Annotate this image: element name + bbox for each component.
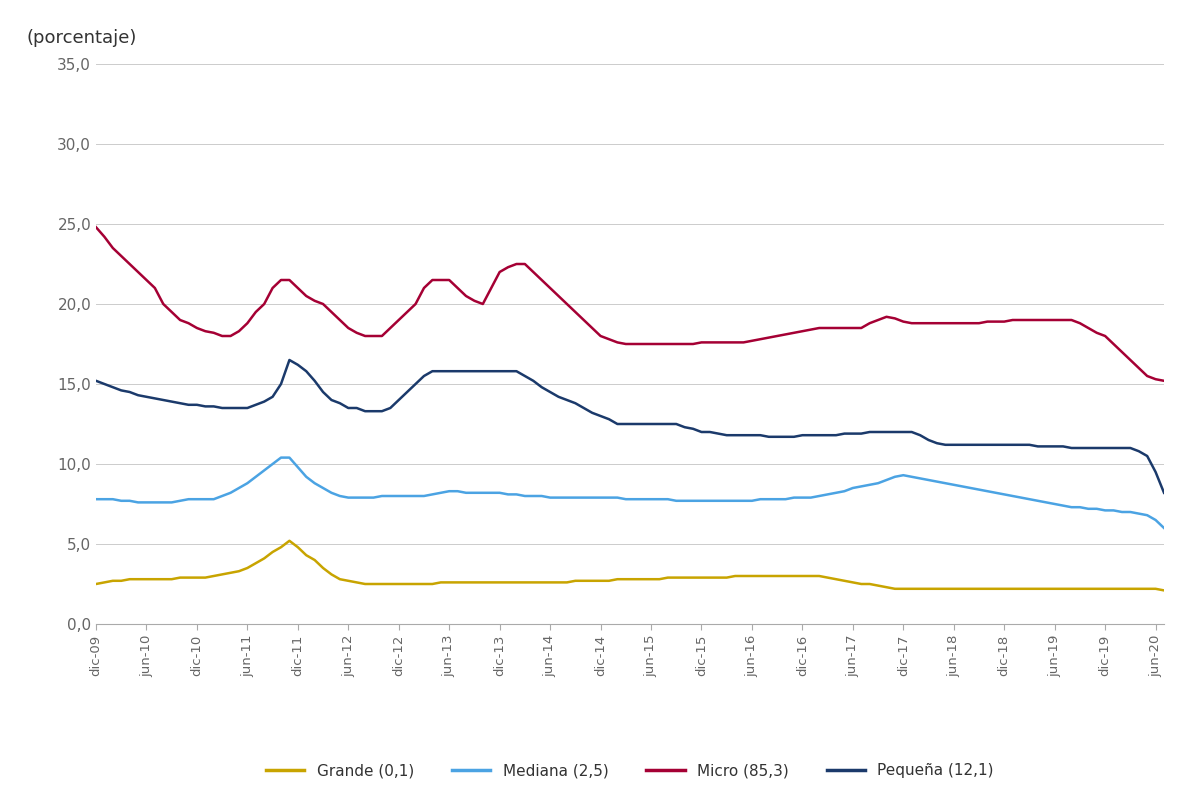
Mediana (2,5) (274, 453, 288, 462)
Pequeña (12,1) (534, 382, 548, 392)
Text: (porcentaje): (porcentaje) (26, 29, 137, 47)
Pequeña (12,1) (492, 366, 506, 376)
Mediana (2,5) (358, 493, 372, 502)
Mediana (2,5) (89, 494, 103, 504)
Grande (0,1) (1115, 584, 1129, 594)
Micro (85,3) (484, 283, 498, 293)
Grande (0,1) (282, 536, 296, 546)
Mediana (2,5) (1014, 493, 1028, 502)
Pequeña (12,1) (653, 419, 667, 429)
Grande (0,1) (492, 578, 506, 587)
Line: Mediana (2,5): Mediana (2,5) (96, 458, 1164, 528)
Micro (85,3) (89, 222, 103, 232)
Micro (85,3) (1106, 339, 1121, 349)
Micro (85,3) (1157, 376, 1171, 386)
Micro (85,3) (349, 328, 364, 338)
Micro (85,3) (644, 339, 659, 349)
Line: Grande (0,1): Grande (0,1) (96, 541, 1164, 590)
Pequeña (12,1) (1014, 440, 1028, 450)
Pequeña (12,1) (282, 355, 296, 365)
Line: Pequeña (12,1): Pequeña (12,1) (96, 360, 1164, 493)
Grande (0,1) (89, 579, 103, 589)
Grande (0,1) (534, 578, 548, 587)
Grande (0,1) (1014, 584, 1028, 594)
Pequeña (12,1) (1157, 488, 1171, 498)
Micro (85,3) (526, 267, 540, 277)
Pequeña (12,1) (1115, 443, 1129, 453)
Micro (85,3) (1006, 315, 1020, 325)
Grande (0,1) (1157, 586, 1171, 595)
Grande (0,1) (358, 579, 372, 589)
Grande (0,1) (653, 574, 667, 584)
Mediana (2,5) (534, 491, 548, 501)
Pequeña (12,1) (89, 376, 103, 386)
Mediana (2,5) (653, 494, 667, 504)
Mediana (2,5) (1115, 507, 1129, 517)
Mediana (2,5) (492, 488, 506, 498)
Mediana (2,5) (1157, 523, 1171, 533)
Pequeña (12,1) (358, 406, 372, 416)
Line: Micro (85,3): Micro (85,3) (96, 227, 1164, 381)
Legend: Grande (0,1), Mediana (2,5), Micro (85,3), Pequeña (12,1): Grande (0,1), Mediana (2,5), Micro (85,3… (260, 757, 1000, 784)
